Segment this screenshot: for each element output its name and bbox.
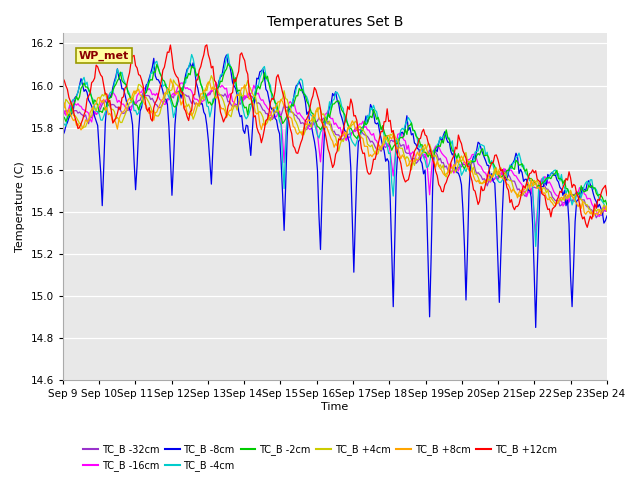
Legend: TC_B -32cm, TC_B -16cm, TC_B -8cm, TC_B -4cm, TC_B -2cm, TC_B +4cm, TC_B +8cm, T: TC_B -32cm, TC_B -16cm, TC_B -8cm, TC_B … <box>79 441 561 475</box>
Title: Temperatures Set B: Temperatures Set B <box>267 15 403 29</box>
X-axis label: Time: Time <box>321 402 349 412</box>
Text: WP_met: WP_met <box>79 50 129 60</box>
Y-axis label: Temperature (C): Temperature (C) <box>15 161 25 252</box>
